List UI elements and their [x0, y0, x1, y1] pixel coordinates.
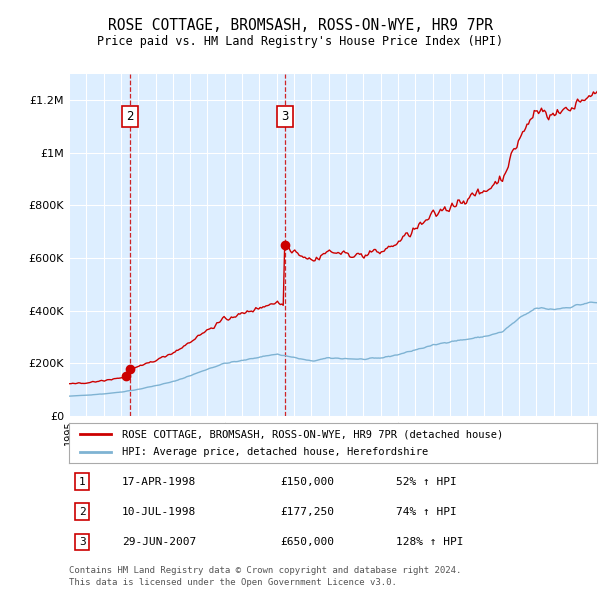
Text: £177,250: £177,250 [280, 507, 334, 517]
Text: 3: 3 [281, 110, 289, 123]
Text: 3: 3 [79, 537, 86, 547]
Text: 52% ↑ HPI: 52% ↑ HPI [397, 477, 457, 487]
Text: 128% ↑ HPI: 128% ↑ HPI [397, 537, 464, 547]
Text: ROSE COTTAGE, BROMSASH, ROSS-ON-WYE, HR9 7PR (detached house): ROSE COTTAGE, BROMSASH, ROSS-ON-WYE, HR9… [122, 430, 503, 440]
Text: ROSE COTTAGE, BROMSASH, ROSS-ON-WYE, HR9 7PR: ROSE COTTAGE, BROMSASH, ROSS-ON-WYE, HR9… [107, 18, 493, 33]
Text: 74% ↑ HPI: 74% ↑ HPI [397, 507, 457, 517]
Text: £150,000: £150,000 [280, 477, 334, 487]
Text: 2: 2 [127, 110, 134, 123]
Text: Price paid vs. HM Land Registry's House Price Index (HPI): Price paid vs. HM Land Registry's House … [97, 35, 503, 48]
Text: 10-JUL-1998: 10-JUL-1998 [122, 507, 196, 517]
Text: 1: 1 [79, 477, 86, 487]
Text: HPI: Average price, detached house, Herefordshire: HPI: Average price, detached house, Here… [122, 447, 428, 457]
Text: Contains HM Land Registry data © Crown copyright and database right 2024.: Contains HM Land Registry data © Crown c… [69, 566, 461, 575]
Text: 29-JUN-2007: 29-JUN-2007 [122, 537, 196, 547]
Text: 2: 2 [79, 507, 86, 517]
Text: This data is licensed under the Open Government Licence v3.0.: This data is licensed under the Open Gov… [69, 578, 397, 587]
Text: £650,000: £650,000 [280, 537, 334, 547]
Text: 17-APR-1998: 17-APR-1998 [122, 477, 196, 487]
